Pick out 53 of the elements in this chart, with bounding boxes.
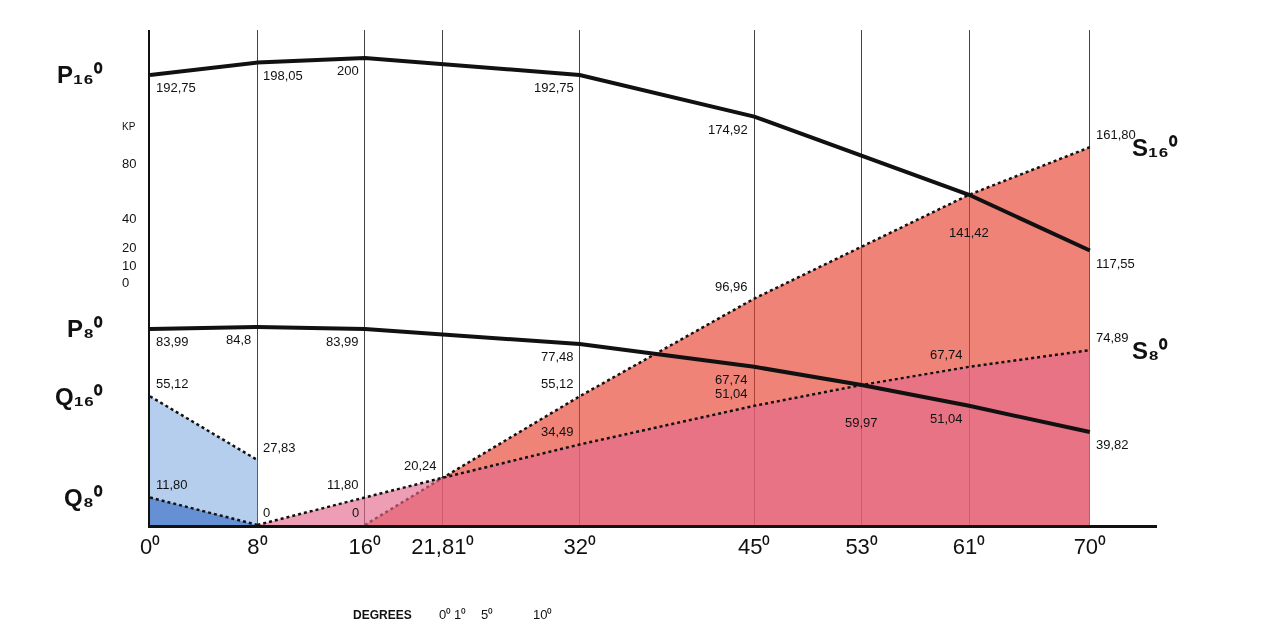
text: P₁₆⁰ [57, 61, 103, 88]
series-label: S₈⁰ [1132, 337, 1169, 364]
data-label: 83,99 [326, 334, 359, 349]
x-axis-title: DEGREES [353, 608, 412, 622]
text: 5⁰ [481, 607, 494, 622]
data-label: 0 [352, 505, 360, 520]
text: 40 [122, 211, 137, 226]
data-label: 0 [263, 505, 271, 520]
data-label: 77,48 [541, 349, 574, 364]
text: 20 [122, 240, 137, 255]
data-label: 20,24 [404, 458, 437, 473]
text: 10 [122, 258, 137, 273]
data-label: 39,82 [1096, 437, 1129, 452]
text: 1⁰ [454, 607, 467, 622]
x-tick-label: 21,81⁰ [411, 534, 475, 560]
data-label: 11,80 [156, 477, 188, 492]
data-label: 74,89 [1096, 330, 1129, 345]
data-label: 55,12 [156, 376, 189, 391]
data-label: 51,04 [930, 411, 963, 426]
x-tick-label: 0⁰ [139, 534, 161, 560]
data-label: 84,8 [226, 332, 252, 347]
x-tick-label: 8⁰ [247, 534, 268, 560]
x-tick-label: 45⁰ [737, 534, 771, 560]
data-label: 11,80 [327, 477, 359, 492]
data-label: 59,97 [845, 415, 878, 430]
data-label: 174,92 [708, 122, 748, 137]
x-tick-label: 61⁰ [952, 534, 986, 560]
data-label: 27,83 [263, 440, 296, 455]
x-tick-label: 16⁰ [348, 534, 382, 560]
data-label: 83,99 [156, 334, 189, 349]
series-label: P₈⁰ [67, 315, 104, 342]
data-label: 141,42 [949, 225, 989, 240]
text: 0⁰ [439, 607, 452, 622]
text: 10⁰ [533, 607, 553, 622]
data-label: 198,05 [263, 68, 303, 83]
y-axis-title: KP [122, 121, 136, 132]
text: 0 [122, 275, 130, 290]
data-label: 96,96 [715, 279, 748, 294]
data-label: 117,55 [1096, 256, 1135, 271]
x-tick-label: 32⁰ [563, 534, 596, 560]
data-label: 200 [337, 63, 359, 78]
data-label: 34,49 [541, 424, 574, 439]
data-label: 67,74 [930, 347, 963, 362]
data-label: 192,75 [534, 80, 574, 95]
data-label: 55,12 [541, 376, 574, 391]
x-tick-label: 53⁰ [845, 534, 878, 560]
data-label: 67,74 [715, 372, 748, 387]
data-label: 192,75 [156, 80, 196, 95]
x-tick-label: 70⁰ [1073, 534, 1107, 560]
text: 80 [122, 156, 137, 171]
text: Q₈⁰ [64, 484, 103, 511]
series-label: Q₁₆⁰ [55, 383, 104, 410]
data-label: 51,04 [715, 386, 748, 401]
